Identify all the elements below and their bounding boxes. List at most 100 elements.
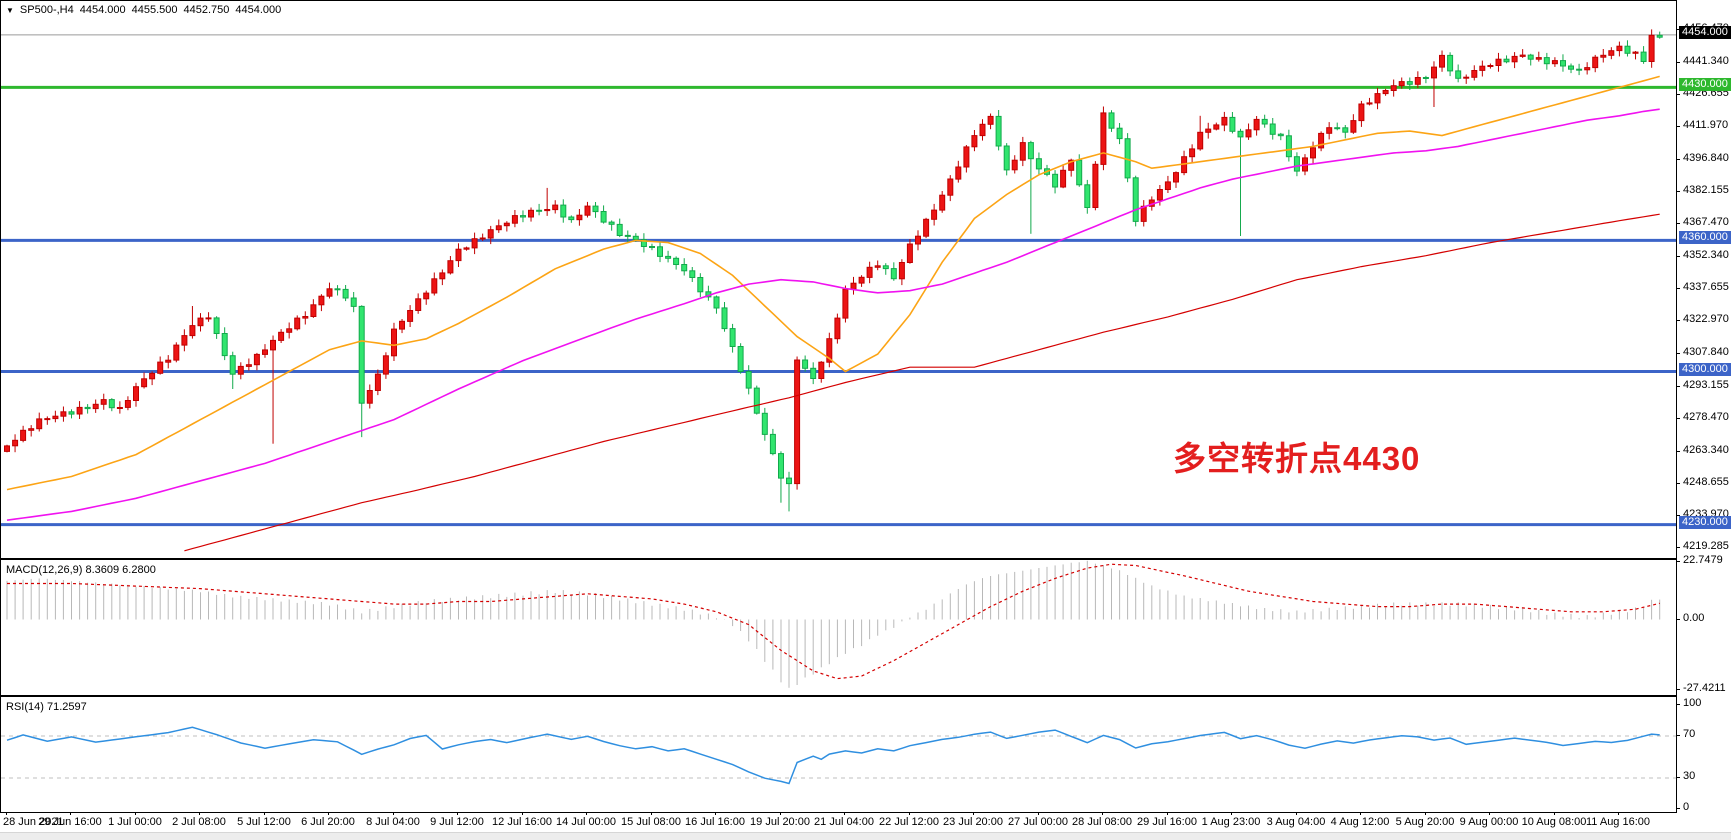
time-tick [1425,812,1426,815]
time-tick-label: 6 Jul 20:00 [301,816,355,828]
price-tick-label: 4441.340 [1683,55,1729,67]
price-tick-label: 4278.470 [1683,411,1729,423]
time-tick-label: 29 Jul 16:00 [1137,816,1197,828]
macd-label: MACD(12,26,9) 8.3609 6.2800 [6,564,156,576]
time-tick [135,812,136,815]
time-tick [1489,812,1490,815]
time-tick-label: 14 Jul 00:00 [556,816,616,828]
axis-tick [1676,223,1680,224]
ma-mid-magenta[interactable] [6,108,1660,521]
time-tick-label: 12 Jul 16:00 [492,816,552,828]
axis-tick [1676,619,1680,620]
macd-panel[interactable]: MACD(12,26,9) 8.3609 6.2800 [0,559,1677,696]
axis-tick [1676,256,1680,257]
axis-tick [1676,561,1680,562]
axis-tick [1676,320,1680,321]
price-tick-label: 4352.340 [1683,249,1729,261]
time-axis[interactable]: 28 Jun 2021 29 Jun 16:00 1 Jul 00:00 2 Jul … [0,812,1731,832]
axis-tick [1676,159,1680,160]
time-tick-label: 3 Aug 04:00 [1266,816,1326,828]
time-tick [651,812,652,815]
macd-tick-label: 0.00 [1683,612,1705,624]
time-tick-label: 19 Jul 20:00 [750,816,810,828]
time-tick-label: 5 Jul 12:00 [237,816,291,828]
rsi-plot[interactable] [1,697,1676,812]
time-tick [715,812,716,815]
ohlc-high: 4455.500 [131,4,178,16]
rsi-panel[interactable]: RSI(14) 71.2597 [0,696,1677,813]
price-tick-label: 4382.155 [1683,184,1729,196]
axis-tick [1676,808,1680,809]
time-tick-label: 8 Jul 04:00 [366,816,420,828]
time-tick-label: 1 Jul 00:00 [108,816,162,828]
price-tick-label: 4248.655 [1683,476,1729,488]
symbol-dropdown-icon[interactable]: ▼ [6,6,14,15]
price-tick-label: 4263.340 [1683,444,1729,456]
ma-slow-red[interactable] [184,213,1660,552]
macd-signal-line [7,563,1660,680]
axis-tick [1676,418,1680,419]
axis-tick [1676,94,1680,95]
axis-tick [1676,704,1680,705]
price-tick-label: 4293.155 [1683,379,1729,391]
time-tick [1618,812,1619,815]
time-tick-label: 10 Aug 08:00 [1521,816,1587,828]
time-tick [522,812,523,815]
rsi-tick-label: 100 [1683,697,1702,709]
level-price-box: 4360.000 [1679,231,1731,244]
time-tick-label: 22 Jul 12:00 [879,816,939,828]
ohlc-low: 4452.750 [183,4,230,16]
time-tick [586,812,587,815]
axis-tick [1676,353,1680,354]
macd-tick-label: 22.7479 [1683,554,1723,566]
axis-tick [1676,547,1680,548]
ma-fast-orange[interactable] [6,75,1660,491]
macd-plot[interactable] [1,560,1676,695]
time-tick-label: 21 Jul 04:00 [814,816,874,828]
time-tick [780,812,781,815]
time-tick [199,812,200,815]
time-tick [1102,812,1103,815]
price-axis[interactable]: 4456.4704441.3404426.6554411.9704396.840… [1676,0,1731,813]
time-tick [909,812,910,815]
time-tick [1296,812,1297,815]
axis-tick [1676,62,1680,63]
rsi-tick-label: 30 [1683,770,1696,782]
axis-tick [1676,29,1680,30]
time-tick-label: 5 Aug 20:00 [1395,816,1455,828]
time-tick-label: 29 Jun 16:00 [38,816,102,828]
time-tick-label: 28 Jul 08:00 [1072,816,1132,828]
macd-tick-label: -27.4211 [1683,682,1726,694]
axis-tick [1676,777,1680,778]
time-tick [1038,812,1039,815]
axis-tick [1676,288,1680,289]
axis-tick [1676,515,1680,516]
level-price-box: 4230.000 [1679,516,1731,529]
candlestick-plot[interactable] [1,1,1676,558]
price-tick-label: 4219.285 [1683,540,1729,552]
time-tick [1231,812,1232,815]
time-tick-label: 15 Jul 08:00 [621,816,681,828]
axis-tick [1676,451,1680,452]
symbol-ohlc-line: ▼ SP500-,H4 4454.000 4455.500 4452.750 4454.0… [6,4,287,16]
annotation-text: 多空转折点4430 [1173,440,1421,477]
axis-tick [1676,483,1680,484]
time-tick-label: 9 Jul 12:00 [430,816,484,828]
rsi-line [6,726,1660,785]
time-tick [328,812,329,815]
main-price-panel[interactable]: ▼ SP500-,H4 4454.000 4455.500 4452.750 4454.0… [0,0,1677,559]
level-price-box: 4300.000 [1679,363,1731,376]
time-tick [457,812,458,815]
time-tick [844,812,845,815]
axis-tick [1676,126,1680,127]
time-tick-label: 1 Aug 23:00 [1201,816,1261,828]
price-tick-label: 4307.840 [1683,346,1729,358]
axis-tick [1676,191,1680,192]
time-tick-label: 9 Aug 00:00 [1459,816,1519,828]
bottom-strip [0,832,1731,840]
axis-tick [1676,735,1680,736]
time-tick [1554,812,1555,815]
rsi-tick-label: 0 [1683,801,1690,813]
price-tick-label: 4411.970 [1683,119,1729,131]
